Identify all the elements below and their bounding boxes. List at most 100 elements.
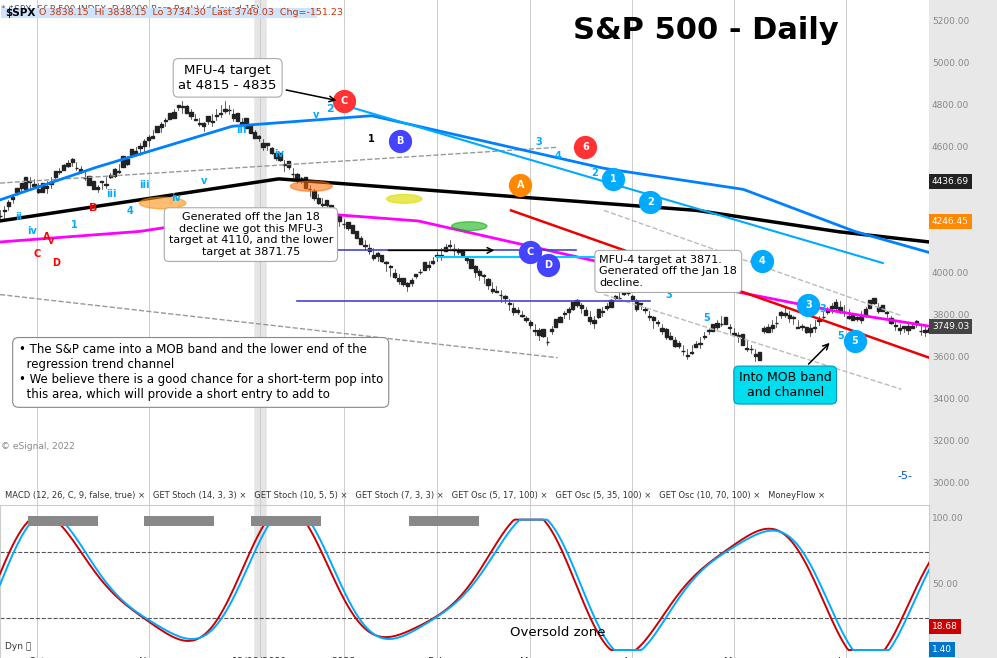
Bar xyxy=(902,326,905,328)
Point xyxy=(392,136,408,146)
Point xyxy=(642,197,658,207)
Text: D: D xyxy=(52,258,60,268)
Bar xyxy=(834,302,837,308)
Bar xyxy=(461,251,465,255)
Point xyxy=(846,336,862,346)
Point xyxy=(512,180,528,190)
Text: 5: 5 xyxy=(837,330,844,341)
Text: 3800.00: 3800.00 xyxy=(932,311,969,320)
Bar xyxy=(758,352,761,360)
Bar xyxy=(202,123,205,126)
Bar xyxy=(927,328,931,332)
Text: C: C xyxy=(34,249,41,259)
Text: $SPX: $SPX xyxy=(6,8,36,18)
Text: 1: 1 xyxy=(610,174,617,184)
Point xyxy=(577,142,593,153)
Bar xyxy=(465,259,469,261)
Bar xyxy=(144,516,213,526)
Bar xyxy=(219,113,222,114)
Text: Generated off the Jan 18
decline we got this MFU-3
target at 4110, and the lower: Generated off the Jan 18 decline we got … xyxy=(168,212,333,257)
Bar xyxy=(274,153,277,158)
Text: 4: 4 xyxy=(127,207,134,216)
Bar xyxy=(130,149,134,155)
Bar xyxy=(71,159,74,162)
Bar xyxy=(754,355,757,356)
Text: iii: iii xyxy=(107,189,117,199)
Text: ii: ii xyxy=(15,212,22,222)
Bar xyxy=(830,306,833,309)
Text: 1.40: 1.40 xyxy=(932,645,952,654)
Text: iv: iv xyxy=(274,149,284,159)
Text: 4: 4 xyxy=(759,256,766,266)
Bar xyxy=(652,317,655,320)
Bar xyxy=(329,205,333,212)
Bar xyxy=(346,222,350,228)
Text: 5000.00: 5000.00 xyxy=(932,59,969,68)
Bar xyxy=(864,309,867,315)
Text: Jun: Jun xyxy=(837,657,853,658)
Bar xyxy=(788,315,791,318)
Bar xyxy=(214,114,218,116)
Bar xyxy=(236,113,239,120)
Bar xyxy=(898,328,901,330)
Bar xyxy=(244,118,247,128)
Bar xyxy=(792,316,795,318)
Text: 3: 3 xyxy=(819,304,826,315)
Bar xyxy=(630,296,634,299)
Bar xyxy=(24,178,27,189)
Bar xyxy=(503,296,506,297)
Text: © eSignal, 2022: © eSignal, 2022 xyxy=(1,442,75,451)
Bar xyxy=(168,113,171,119)
Bar xyxy=(32,184,36,186)
Text: O 3838.15  Hi 3838.15  Lo 3734.30  Last 3749.03  Chg=-151.23: O 3838.15 Hi 3838.15 Lo 3734.30 Last 374… xyxy=(39,9,343,17)
Bar xyxy=(1,8,317,18)
Bar xyxy=(639,303,642,304)
Bar xyxy=(206,116,209,121)
Bar xyxy=(402,278,405,284)
Point xyxy=(605,174,621,184)
Text: S&P 500 - Daily: S&P 500 - Daily xyxy=(573,16,839,45)
Bar xyxy=(660,328,664,331)
Text: 3000.00: 3000.00 xyxy=(932,480,969,488)
Bar xyxy=(584,310,587,315)
Bar xyxy=(180,106,184,107)
Text: 4800.00: 4800.00 xyxy=(932,101,969,110)
Text: 5200.00: 5200.00 xyxy=(932,16,969,26)
Text: A: A xyxy=(516,180,524,190)
Bar xyxy=(571,302,574,309)
Bar xyxy=(325,200,328,205)
Bar xyxy=(733,333,736,335)
Bar xyxy=(893,325,897,326)
Bar xyxy=(588,316,591,321)
Bar xyxy=(109,175,112,177)
Bar xyxy=(567,309,570,312)
Bar xyxy=(62,165,65,170)
Bar xyxy=(703,336,706,337)
Text: MACD (12, 26, C, 9, false, true) ×   GET Stoch (14, 3, 3) ×   GET Stoch (10, 5, : MACD (12, 26, C, 9, false, true) × GET S… xyxy=(5,492,825,500)
Bar xyxy=(261,143,264,147)
Text: -5-: -5- xyxy=(897,470,912,480)
Bar xyxy=(45,186,48,188)
Text: A: A xyxy=(43,232,50,241)
Bar xyxy=(562,313,566,314)
Bar xyxy=(635,301,638,309)
Bar xyxy=(312,191,316,198)
Ellipse shape xyxy=(452,222,487,230)
Text: 5: 5 xyxy=(703,313,710,322)
Bar xyxy=(231,114,235,118)
Point xyxy=(336,95,352,106)
Bar xyxy=(304,177,307,188)
Bar xyxy=(397,278,401,281)
Bar xyxy=(265,143,269,145)
Bar xyxy=(779,312,783,315)
Bar xyxy=(516,309,519,312)
Bar xyxy=(771,324,774,328)
Bar xyxy=(524,318,527,320)
Bar xyxy=(622,293,625,294)
Bar xyxy=(457,249,460,253)
Bar xyxy=(550,329,553,331)
Text: 4: 4 xyxy=(750,256,756,266)
Bar xyxy=(409,516,479,526)
Bar xyxy=(105,184,108,185)
Bar xyxy=(11,197,14,199)
